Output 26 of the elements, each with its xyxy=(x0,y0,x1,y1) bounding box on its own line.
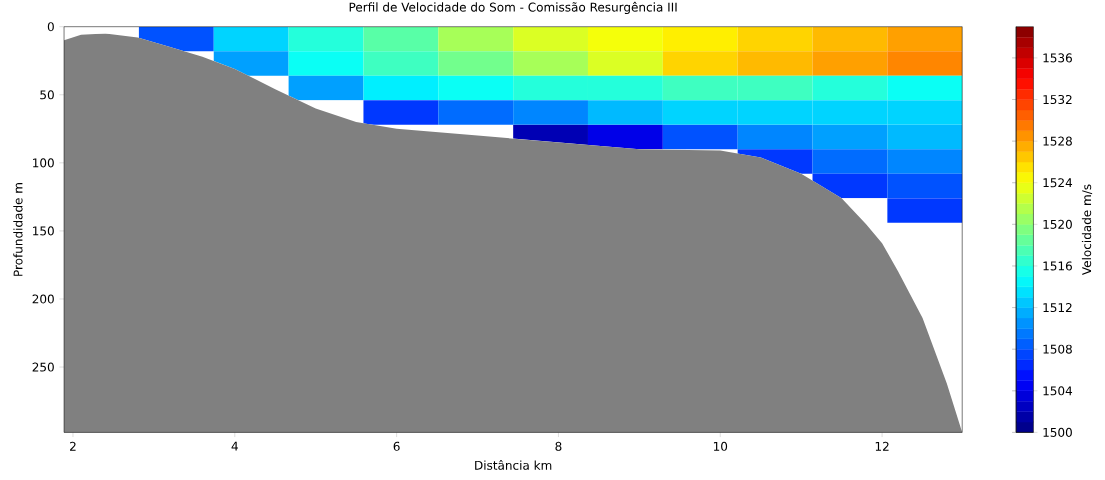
color-bar-label: 1500 xyxy=(1043,427,1072,437)
x-tick-label: 8 xyxy=(555,441,562,451)
color-bar-label: 1516 xyxy=(1043,261,1072,271)
y-tick-label: 250 xyxy=(32,362,54,372)
color-bar-label: 1504 xyxy=(1043,386,1073,396)
color-bar-label: 1536 xyxy=(1043,53,1072,63)
x-tick-label: 2 xyxy=(70,441,76,451)
y-tick-label: 0 xyxy=(47,21,54,32)
x-tick-label: 4 xyxy=(231,441,238,451)
x-tick-label: 10 xyxy=(713,441,728,451)
color-bar-label: 1524 xyxy=(1043,177,1073,188)
color-bar-label: 1532 xyxy=(1043,94,1072,104)
y-tick-label: 200 xyxy=(32,294,54,304)
color-bar-label: 1512 xyxy=(1043,302,1072,312)
y-axis-title: Profundidade m xyxy=(13,182,23,276)
x-tick-label: 6 xyxy=(393,441,400,451)
color-bar-label: 1508 xyxy=(1043,344,1072,354)
chart-title: Perfil de Velocidade do Som - Comissão Resurgência III xyxy=(349,1,677,14)
y-tick-label: 150 xyxy=(33,226,54,236)
color-bar-label: 1520 xyxy=(1043,219,1072,229)
x-axis-title: Distância km xyxy=(475,459,552,470)
color-bar-label: 1528 xyxy=(1043,136,1072,146)
color-bar-title: Velocidade m/s xyxy=(1081,184,1093,275)
y-tick-label: 100 xyxy=(33,158,54,168)
y-tick-label: 50 xyxy=(40,90,54,100)
x-tick-label: 12 xyxy=(875,441,889,451)
